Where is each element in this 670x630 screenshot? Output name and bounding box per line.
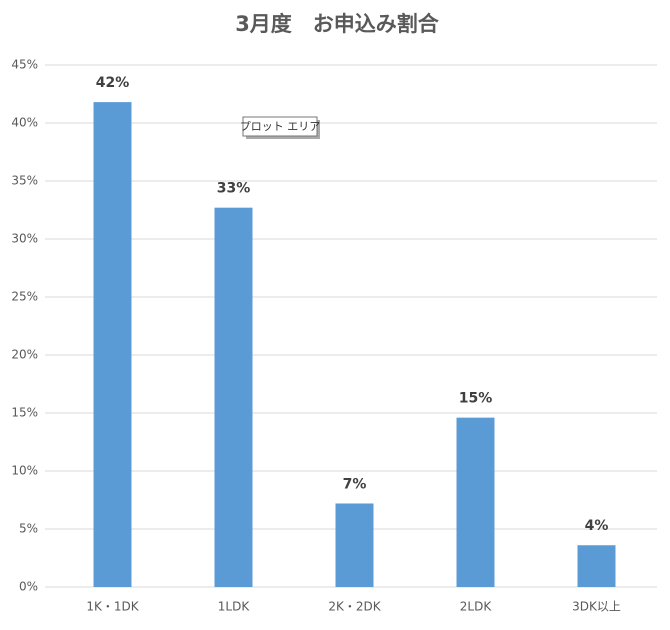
data-label: 7% [343,476,367,492]
data-label: 15% [459,391,493,407]
tooltip-box [242,116,318,137]
data-label: 4% [585,518,609,534]
y-tick-label: 40% [11,116,38,130]
x-tick-label: 1K・1DK [86,600,139,614]
data-label: 33% [217,181,251,197]
y-tick-label: 10% [11,464,38,478]
bar [93,102,132,588]
y-tick-label: 35% [11,174,38,188]
x-tick-label: 2K・2DK [328,600,381,614]
x-tick-label: 1LDK [218,600,251,614]
bar [335,503,374,587]
y-tick-label: 0% [19,580,38,594]
y-tick-label: 25% [11,290,38,304]
y-tick-label: 45% [11,58,38,72]
bar [456,417,495,587]
data-label: 42% [96,75,130,91]
tooltip-text: プロット エリア [240,120,321,133]
y-tick-label: 30% [11,232,38,246]
bar [214,207,253,587]
chart-title: 3月度 お申込み割合 [235,12,440,36]
y-tick-label: 20% [11,348,38,362]
y-tick-label: 15% [11,406,38,420]
bar [577,545,616,587]
x-tick-label: 3DK以上 [572,600,621,614]
x-tick-label: 2LDK [460,600,493,614]
y-tick-label: 5% [19,522,38,536]
